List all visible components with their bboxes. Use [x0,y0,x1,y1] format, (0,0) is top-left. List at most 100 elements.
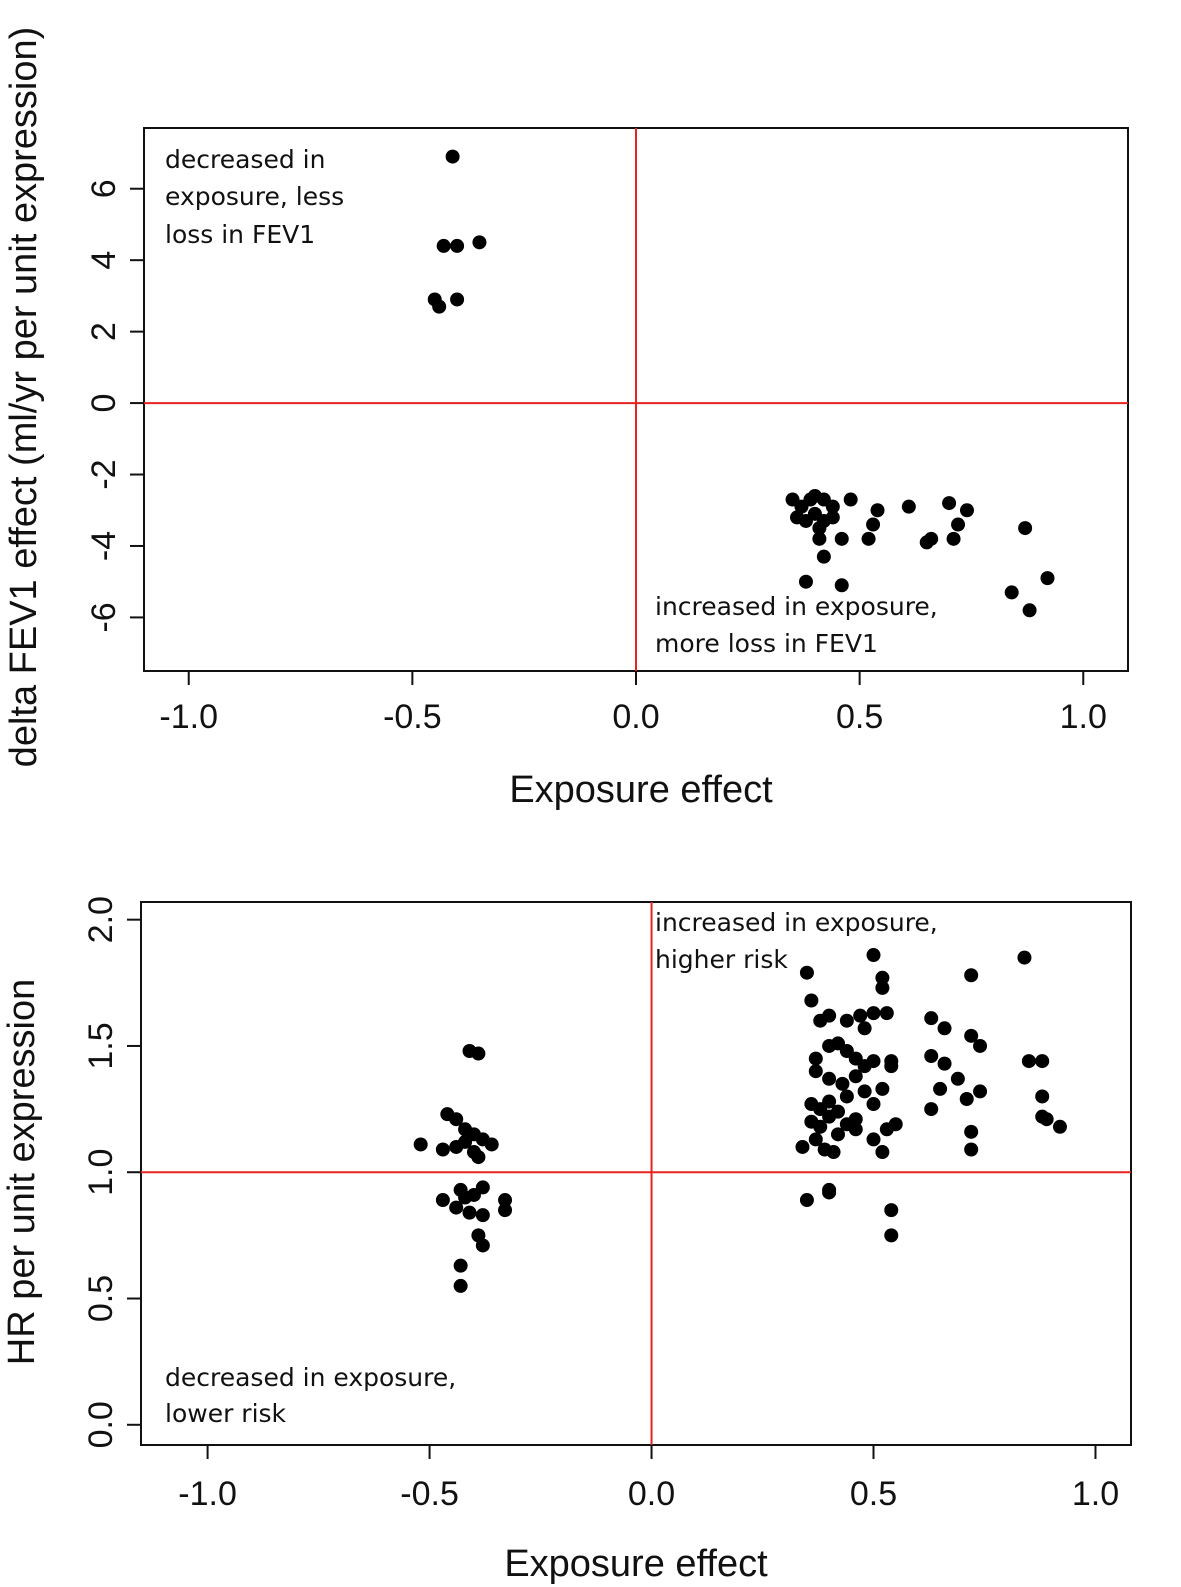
bottom-data-point [1035,1089,1050,1104]
bottom-data-point [924,1011,939,1026]
top-data-point [843,492,858,507]
top-x-tick-label: 0.5 [836,698,883,736]
bottom-plot-frame [140,901,1132,1446]
top-annotation-upper-left-line-1: decreased in [165,145,325,174]
bottom-data-point [795,1139,810,1154]
bottom-data-point [950,1071,965,1086]
bottom-data-point [964,968,979,983]
bottom-data-point [866,1054,881,1069]
top-annotation-upper-left-line-3: loss in FEV1 [165,220,315,249]
bottom-data-point [848,1122,863,1137]
bottom-data-point [875,980,890,995]
bottom-data-point [484,1137,499,1152]
top-data-point [798,574,813,589]
bottom-data-point [875,970,890,985]
bottom-data-point [866,1097,881,1112]
bottom-data-point [866,1132,881,1147]
top-data-point [959,503,974,518]
bottom-data-point [498,1203,513,1218]
top-data-point [870,503,885,518]
bottom-data-point [435,1193,450,1208]
bottom-data-point [937,1021,952,1036]
top-data-point [901,499,916,514]
bottom-y-tick-label: 1.5 [82,1022,120,1069]
bottom-annotation-lower-left-line-2: lower risk [165,1399,287,1428]
bottom-data-point [973,1084,988,1099]
bottom-data-point [822,1185,837,1200]
bottom-data-point [875,1145,890,1160]
bottom-data-point [924,1049,939,1064]
bottom-data-point [848,1069,863,1084]
bottom-data-point [804,993,819,1008]
bottom-y-tick-label: 2.0 [82,896,120,943]
bottom-data-point [839,1089,854,1104]
top-y-tick-label: 4 [85,251,123,270]
bottom-data-point [1035,1054,1050,1069]
bottom-data-point [964,1142,979,1157]
top-data-point [951,517,966,532]
bottom-annotation-lower-left-line-1: decreased in exposure, [165,1363,456,1392]
bottom-data-point [959,1091,974,1106]
bottom-data-point [462,1205,477,1220]
bottom-data-point [1052,1119,1067,1134]
bottom-data-point [458,1190,473,1205]
bottom-data-point [822,1109,837,1124]
bottom-data-point [453,1258,468,1273]
bottom-data-point [799,965,814,980]
bottom-data-point [875,1081,890,1096]
top-data-point [812,521,827,536]
top-data-point [450,238,465,253]
bottom-data-points [413,948,1067,1293]
bottom-data-point [822,1008,837,1023]
top-data-point [472,235,487,250]
bottom-y-axis-title: HR per unit expression [1,979,43,1366]
bottom-data-point [808,1051,823,1066]
top-data-point [861,531,876,546]
bottom-data-point [1017,950,1032,965]
bottom-data-point [475,1238,490,1253]
top-data-point [834,578,849,593]
bottom-x-tick-label: 0.0 [628,1475,675,1513]
bottom-data-point [866,1006,881,1021]
bottom-data-point [888,1117,903,1132]
top-data-point [942,496,957,511]
bottom-y-tick-label: 0.0 [82,1401,120,1448]
bottom-data-point [884,1228,899,1243]
bottom-data-point [449,1112,464,1127]
bottom-data-point [498,1193,513,1208]
bottom-data-point [475,1208,490,1223]
top-data-point [946,531,961,546]
bottom-x-tick-label: 0.5 [850,1475,897,1513]
top-annotation-upper-left-line-2: exposure, less [165,182,344,211]
top-y-axis-title: delta FEV1 effect (ml/yr per unit expres… [3,27,45,768]
bottom-data-point [973,1038,988,1053]
top-x-tick-label: 0.0 [612,698,659,736]
top-y-tick-label: -2 [85,459,123,489]
bottom-data-point [808,1064,823,1079]
bottom-data-point [839,1013,854,1028]
bottom-data-point [808,1132,823,1147]
top-data-point [1022,603,1037,618]
top-x-tick-label: -1.0 [159,698,218,736]
bottom-y-axis: 0.0 0.5 1.0 1.5 2.0 [82,896,141,1448]
bottom-data-point [830,1127,845,1142]
top-y-tick-label: 6 [85,179,123,198]
top-y-tick-label: -6 [85,602,123,632]
bottom-x-tick-label: -1.0 [178,1475,237,1513]
bottom-annotation-upper-right-line-2: higher risk [655,945,788,974]
top-data-points [427,149,1055,618]
bottom-data-point [799,1193,814,1208]
bottom-annotation-upper-right-line-1: increased in exposure, [655,908,938,937]
bottom-data-point [1039,1112,1054,1127]
bottom-data-point [857,1021,872,1036]
bottom-data-point [413,1137,428,1152]
top-data-point [825,499,840,514]
top-data-point [1040,571,1055,586]
top-data-point [812,531,827,546]
top-x-tick-label: 1.0 [1060,698,1107,736]
top-y-tick-label: -4 [85,531,123,561]
top-data-point [450,292,465,307]
bottom-data-point [471,1150,486,1165]
bottom-scatter-panel: -1.0 -0.5 0.0 0.5 1.0 0.0 0.5 1.0 1.5 2.0 increa… [1,896,1132,1585]
bottom-data-point [879,1006,894,1021]
